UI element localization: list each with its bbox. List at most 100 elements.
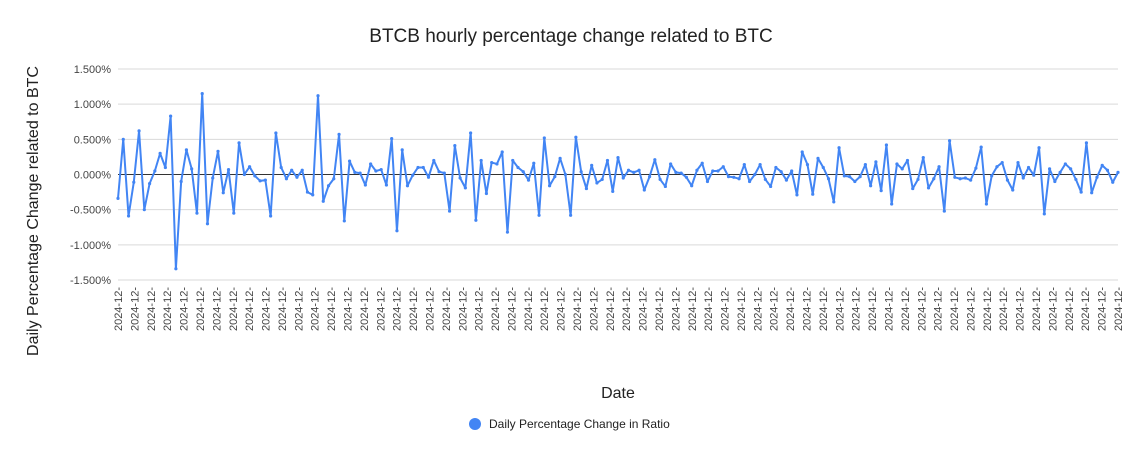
x-tick-label: 2024-12- — [523, 287, 535, 331]
x-tick-label: 2024-12- — [1031, 287, 1043, 331]
data-point — [247, 165, 252, 169]
x-tick-label: 2024-12- — [179, 287, 191, 331]
y-tick-label: 1.000% — [74, 99, 112, 111]
data-point — [626, 168, 631, 172]
data-point — [790, 169, 794, 173]
data-point — [442, 171, 446, 175]
data-point — [263, 178, 267, 182]
data-point — [811, 192, 815, 196]
data-point — [258, 179, 262, 183]
data-point — [874, 160, 878, 164]
data-point — [169, 114, 173, 118]
legend: Daily Percentage Change in Ratio — [469, 417, 670, 431]
data-point — [426, 175, 431, 179]
data-point — [447, 209, 452, 213]
data-point — [558, 156, 562, 160]
data-point — [432, 158, 436, 163]
data-point — [721, 165, 725, 169]
data-point — [647, 175, 652, 179]
data-point — [1111, 180, 1115, 184]
data-point — [1079, 190, 1083, 194]
x-tick-label: 2024-12- — [211, 287, 223, 331]
x-tick-label: 2024-12- — [933, 287, 945, 331]
data-point — [895, 162, 899, 166]
data-point — [747, 179, 752, 184]
data-point — [963, 176, 967, 180]
data-point — [237, 141, 241, 145]
data-point — [805, 163, 810, 167]
data-point — [358, 171, 362, 175]
data-point — [911, 186, 915, 191]
series-layer — [116, 92, 1120, 271]
data-point — [916, 177, 920, 182]
data-point — [563, 172, 567, 177]
data-point — [221, 191, 225, 195]
data-point — [600, 177, 604, 182]
data-point — [900, 167, 904, 171]
x-tick-label: 2024-12- — [310, 287, 322, 331]
data-point — [126, 214, 131, 218]
data-point — [595, 181, 599, 185]
x-tick-label: 2024-12- — [720, 287, 732, 331]
data-point — [284, 177, 289, 181]
data-point — [390, 137, 394, 141]
x-axis-ticks: 2024-12- 2024-12- 2024-12- 2024-12- 2024-12-… — [113, 287, 1125, 331]
legend-label: Daily Percentage Change in Ratio — [489, 417, 670, 431]
data-point — [147, 182, 152, 186]
x-tick-label: 2024-12- — [474, 287, 486, 331]
data-point — [326, 184, 331, 188]
data-point — [674, 170, 678, 174]
data-point — [458, 176, 462, 180]
x-tick-label: 2024-12- — [965, 287, 977, 331]
x-tick-label: 2024-12- — [261, 287, 273, 331]
legend-swatch — [469, 418, 481, 430]
data-point — [174, 267, 178, 271]
data-point — [495, 162, 499, 166]
data-point — [590, 163, 594, 167]
data-point — [269, 214, 273, 218]
data-point — [290, 168, 294, 172]
data-point — [932, 177, 936, 181]
data-point — [384, 183, 389, 187]
data-point — [295, 175, 299, 179]
data-point — [632, 170, 636, 174]
data-point — [569, 213, 573, 217]
x-tick-label: 2024-12- — [736, 287, 748, 331]
x-tick-label: 2024-12- — [818, 287, 830, 331]
data-point — [1116, 170, 1120, 174]
y-axis-title: Daily Percentage Change related to BTC — [25, 66, 42, 356]
data-point — [484, 191, 489, 196]
y-tick-label: 0.500% — [74, 134, 112, 146]
data-point — [363, 183, 367, 187]
data-point — [1100, 163, 1104, 167]
data-point — [437, 170, 441, 174]
data-point — [411, 173, 415, 177]
data-point — [984, 202, 989, 206]
data-point — [1032, 173, 1036, 177]
data-point — [847, 175, 852, 179]
data-point — [942, 209, 946, 213]
data-point — [121, 137, 125, 141]
data-point — [890, 202, 894, 206]
data-point — [1000, 160, 1004, 165]
data-point — [979, 145, 983, 149]
data-point — [158, 151, 162, 155]
data-point — [1090, 191, 1094, 195]
x-tick-label: 2024-12- — [949, 287, 961, 331]
data-point — [300, 168, 304, 172]
data-point — [642, 188, 646, 192]
y-tick-label: -1.000% — [70, 240, 111, 252]
x-tick-label: 2024-12- — [1047, 287, 1059, 331]
data-point — [832, 200, 836, 204]
x-tick-label: 2024-12- — [998, 287, 1010, 331]
x-tick-label: 2024-12- — [556, 287, 568, 331]
data-point — [611, 189, 615, 193]
data-point — [879, 189, 883, 193]
data-point — [784, 178, 789, 182]
data-point — [316, 94, 320, 98]
data-point — [584, 186, 589, 191]
x-tick-label: 2024-12- — [1080, 287, 1092, 331]
data-point — [716, 169, 720, 173]
data-point — [216, 149, 220, 153]
data-point — [1095, 175, 1099, 179]
